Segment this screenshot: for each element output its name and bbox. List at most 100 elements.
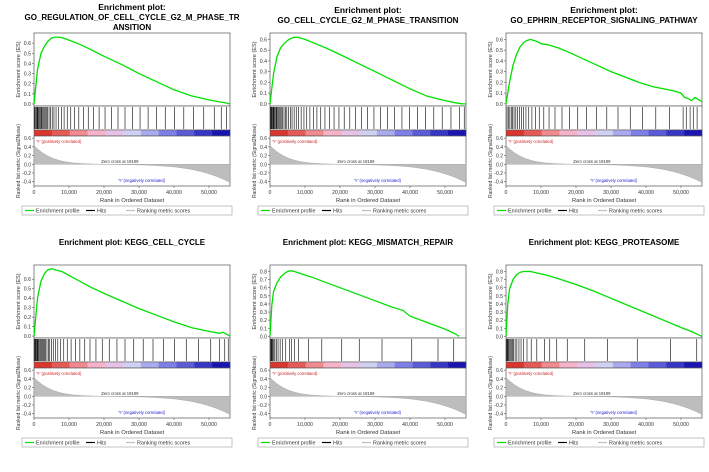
rank-heatmap-segment (287, 130, 306, 136)
es-tick-label: 0.4 (496, 302, 503, 308)
rank-heatmap-segment (448, 362, 467, 368)
rank-heatmap-segment (595, 362, 614, 368)
es-tick-label: 0.0 (24, 334, 31, 340)
x-tick-label: 20,000 (96, 422, 112, 428)
enrichment-plot-5: Enrichment plot: KEGG_MISMATCH_REPAIR 0.8… (252, 238, 469, 448)
x-tick-label: 10,000 (61, 190, 77, 196)
es-axis-label: Enrichment score (ES) (252, 273, 258, 329)
rank-heatmap-segment (176, 362, 195, 368)
metric-tick-label: 0.6 (496, 368, 503, 374)
rank-heatmap-segment (506, 130, 525, 136)
ranking-metric-area (33, 145, 231, 183)
es-tick-label: 0.2 (496, 80, 503, 86)
rank-heatmap-segment (412, 130, 431, 136)
rank-heatmap-segment (158, 130, 177, 136)
legend-label: Ranking metric scores (609, 209, 663, 215)
positively-correlated-label: 'Y' (positively correlated) (36, 139, 82, 144)
x-tick-label: 50,000 (673, 190, 689, 196)
metric-tick-label: 0.4 (260, 377, 267, 383)
x-tick-label: 30,000 (367, 190, 383, 196)
ranking-metric-area (269, 145, 467, 183)
metric-tick-label: 0.2 (24, 386, 31, 392)
legend-label: Ranking metric scores (137, 441, 191, 447)
es-tick-label: 0.0 (260, 334, 267, 340)
x-tick-label: 50,000 (201, 422, 217, 428)
es-tick-label: 0.1 (260, 326, 267, 332)
es-tick-label: 0.5 (496, 48, 503, 54)
legend-label: Enrichment profile (36, 209, 79, 215)
metric-tick-label: 0.2 (260, 154, 267, 160)
metric-panel-frame (33, 135, 231, 187)
zero-cross-label: Zero cross at 19199 (337, 391, 375, 396)
metric-tick-label: 0.4 (496, 377, 503, 383)
legend-label: Hits (97, 209, 107, 215)
hits-panel-frame (269, 105, 467, 131)
x-tick-label: 40,000 (166, 422, 182, 428)
x-tick-label: 30,000 (603, 422, 619, 428)
rank-heatmap-segment (323, 130, 342, 136)
es-axis-label: Enrichment score (ES) (488, 41, 494, 97)
metric-axis-label: Ranked list metric (Signal2Noise) (16, 356, 22, 430)
es-tick-label: 0.2 (260, 318, 267, 324)
rank-heatmap-segment (287, 362, 306, 368)
x-tick-label: 50,000 (673, 422, 689, 428)
rank-heatmap-segment (394, 362, 413, 368)
rank-heatmap-segment (34, 130, 53, 136)
metric-tick-label: 0.4 (24, 377, 31, 383)
es-tick-label: 0.8 (496, 269, 503, 275)
es-tick-label: 0.5 (24, 51, 31, 57)
rank-heatmap-segment (270, 130, 289, 136)
metric-tick-label: -0.4 (258, 412, 267, 418)
legend-label: Enrichment profile (36, 441, 79, 447)
metric-tick-label: 0.6 (24, 136, 31, 142)
es-tick-label: 0.5 (24, 287, 31, 293)
es-tick-label: 0.0 (496, 102, 503, 108)
es-tick-label: 0.2 (496, 318, 503, 324)
rank-heatmap-segment (448, 130, 467, 136)
es-tick-label: 0.5 (260, 294, 267, 300)
rank-heatmap-segment (595, 130, 614, 136)
x-tick-label: 40,000 (638, 422, 654, 428)
enrichment-plot-2: Enrichment plot:GO_CELL_CYCLE_G2_M_PHASE… (252, 5, 469, 216)
x-tick-label: 0 (505, 190, 508, 196)
x-tick-label: 30,000 (603, 190, 619, 196)
x-tick-label: 0 (33, 422, 36, 428)
metric-tick-label: 0.6 (496, 136, 503, 142)
es-panel-frame (505, 264, 703, 339)
plot-title-line: Enrichment plot: (98, 2, 166, 12)
es-tick-label: 0.4 (260, 302, 267, 308)
x-tick-label: 50,000 (437, 422, 453, 428)
rank-heatmap-segment (194, 362, 213, 368)
negatively-correlated-label: 'Y' (negatively correlated) (354, 178, 402, 183)
metric-tick-label: 0.0 (260, 162, 267, 168)
x-axis-label: Rank in Ordered Dataset (572, 430, 637, 436)
legend-label: Ranking metric scores (609, 441, 663, 447)
rank-heatmap-segment (105, 362, 124, 368)
x-tick-label: 0 (269, 422, 272, 428)
rank-heatmap-segment (158, 362, 177, 368)
x-tick-label: 10,000 (297, 422, 313, 428)
rank-heatmap-segment (559, 130, 578, 136)
rank-heatmap-segment (684, 130, 703, 136)
metric-tick-label: 0.2 (496, 386, 503, 392)
rank-heatmap-segment (34, 362, 53, 368)
rank-heatmap-segment (376, 130, 396, 136)
metric-tick-label: -0.2 (258, 171, 267, 177)
enrichment-plot-1: Enrichment plot:GO_REGULATION_OF_CELL_CY… (16, 2, 240, 216)
plot-title-line: GO_CELL_CYCLE_G2_M_PHASE_TRANSITION (278, 16, 459, 25)
metric-tick-label: -0.2 (258, 403, 267, 409)
es-tick-label: 0.6 (260, 286, 267, 292)
rank-heatmap-segment (359, 130, 378, 136)
metric-tick-label: 0.0 (496, 394, 503, 400)
enrichment-profile-line (33, 36, 231, 105)
rank-heatmap-segment (270, 362, 289, 368)
rank-heatmap-segment (87, 130, 106, 136)
es-tick-label: 0.0 (24, 102, 31, 108)
hits-panel-frame (33, 337, 231, 363)
es-tick-label: 0.6 (260, 37, 267, 43)
metric-tick-label: 0.2 (496, 154, 503, 160)
plot-title-line: GO_REGULATION_OF_CELL_CYCLE_G2_M_PHASE_T… (24, 13, 239, 22)
rank-heatmap-segment (194, 130, 213, 136)
metric-tick-label: 0.2 (260, 386, 267, 392)
